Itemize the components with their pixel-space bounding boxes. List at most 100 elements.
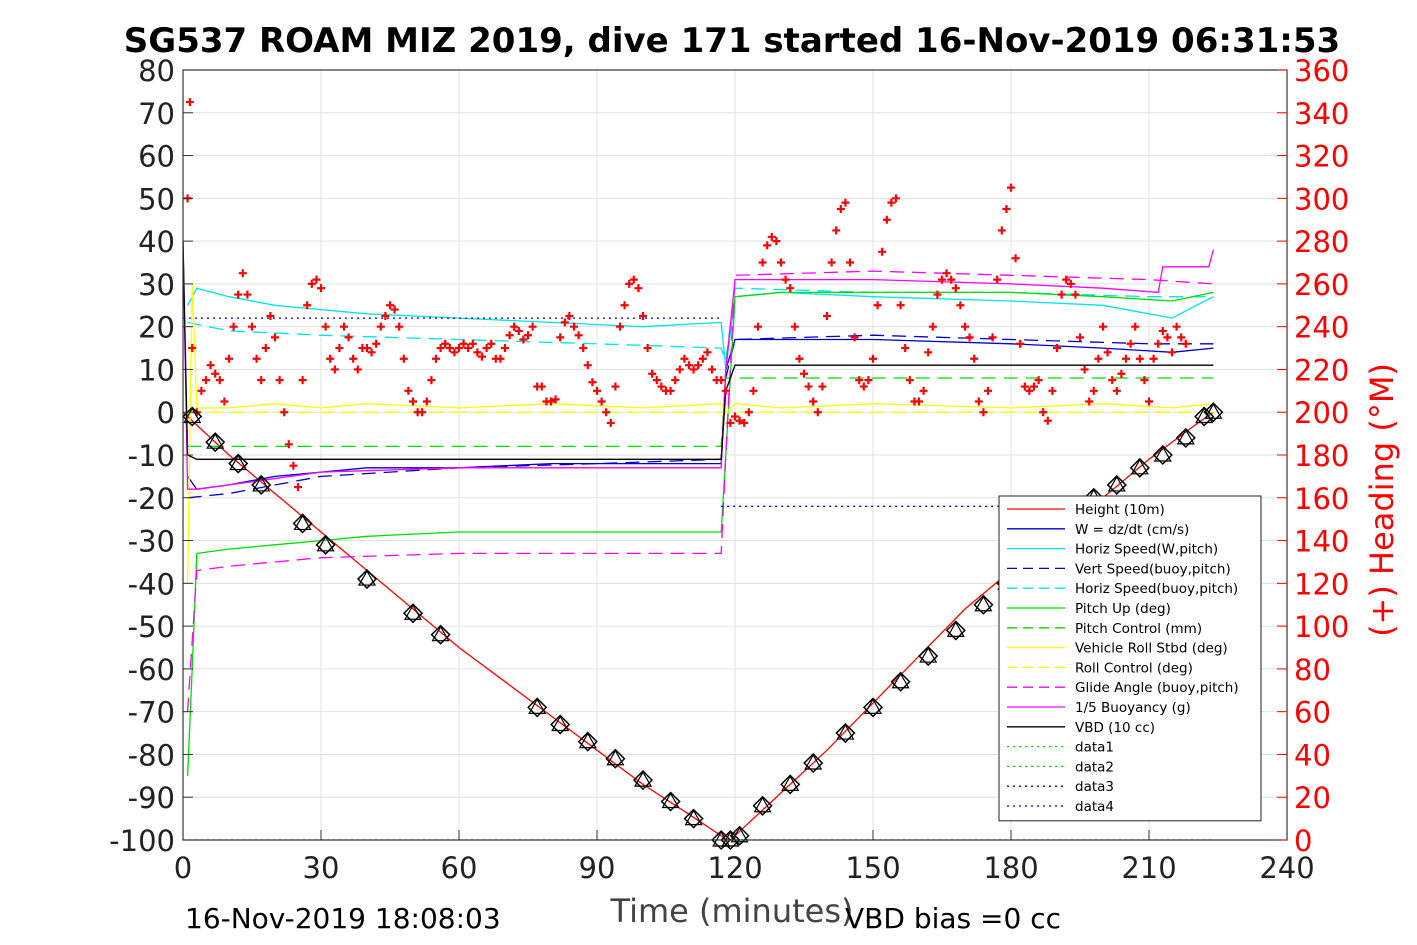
legend-label: Vert Speed(buoy,pitch) xyxy=(1075,561,1231,577)
heading-marker xyxy=(790,322,799,331)
pressure-marker xyxy=(228,453,249,474)
heading-marker xyxy=(473,348,482,357)
series-line-1 xyxy=(187,338,1214,490)
left-tick-label: -100 xyxy=(109,824,175,858)
heading-marker xyxy=(772,237,781,246)
heading-marker xyxy=(749,386,758,395)
heading-marker xyxy=(947,275,956,284)
bottom-tick-label: 210 xyxy=(1121,851,1176,885)
legend-label: Horiz Speed(buoy,pitch) xyxy=(1075,581,1238,597)
heading-marker xyxy=(418,408,427,417)
axes xyxy=(182,69,1288,841)
bottom-tick-label: 0 xyxy=(174,851,192,885)
legend-label: Pitch Up (deg) xyxy=(1075,601,1171,617)
heading-marker xyxy=(892,194,900,203)
heading-marker xyxy=(344,333,353,342)
heading-marker xyxy=(942,269,951,278)
heading-marker xyxy=(225,354,233,363)
heading-marker xyxy=(496,354,505,363)
pressure-marker xyxy=(430,624,451,645)
heading-marker xyxy=(1163,333,1172,342)
heading-marker xyxy=(441,339,450,348)
right-tick-labels: 3603403203002802602402202001801601401201… xyxy=(1294,54,1349,858)
heading-marker xyxy=(823,311,831,320)
legend-label: 1/5 Buoyancy (g) xyxy=(1075,700,1191,716)
pressure-marker xyxy=(890,671,911,692)
heading-marker xyxy=(606,418,615,427)
heading-marker xyxy=(275,376,284,385)
heading-marker xyxy=(680,354,689,363)
heading-marker xyxy=(1025,386,1034,395)
heading-marker xyxy=(395,322,404,331)
heading-marker xyxy=(340,322,348,331)
heading-marker xyxy=(289,461,298,470)
heading-marker xyxy=(271,333,279,342)
legend-label: Pitch Control (mm) xyxy=(1075,621,1202,637)
left-tick-label: 70 xyxy=(138,97,175,131)
pressure-marker xyxy=(356,568,378,590)
heading-marker xyxy=(1034,376,1043,385)
heading-marker xyxy=(620,301,629,310)
heading-marker xyxy=(211,369,220,378)
pressure-marker xyxy=(918,645,939,667)
heading-marker xyxy=(731,412,739,421)
heading-marker xyxy=(1158,326,1167,335)
pressure-marker xyxy=(945,620,966,641)
heading-marker xyxy=(924,348,933,357)
heading-marker xyxy=(597,397,606,406)
heading-marker xyxy=(280,408,289,417)
heading-marker xyxy=(1108,376,1117,385)
right-tick-label: 140 xyxy=(1294,525,1349,559)
heading-marker xyxy=(1094,354,1103,363)
pressure-marker xyxy=(1106,474,1127,496)
heading-marker xyxy=(266,311,275,320)
heading-marker xyxy=(450,348,459,357)
heading-marker xyxy=(643,344,652,353)
legend-label: Horiz Speed(W,pitch) xyxy=(1075,542,1218,558)
heading-marker xyxy=(1177,333,1186,342)
series-line-9 xyxy=(186,270,1214,712)
heading-marker xyxy=(326,354,335,363)
pressure-marker xyxy=(632,770,654,791)
bottom-tick-label: 60 xyxy=(441,851,478,885)
heading-markers xyxy=(183,98,1190,492)
right-tick-label: 80 xyxy=(1294,653,1331,687)
heading-marker xyxy=(855,376,864,385)
legend-label: Glide Angle (buoy,pitch) xyxy=(1075,680,1239,696)
left-tick-labels: 80 70 60 50 40 30 20 10 0 -10 -20 -30 -40 -50 -60 -70 -8… xyxy=(109,54,175,858)
heading-marker xyxy=(514,326,523,335)
pressure-markers xyxy=(182,402,1224,851)
pressure-marker xyxy=(835,722,856,744)
heading-marker xyxy=(694,361,703,370)
heading-marker xyxy=(915,397,923,406)
heading-marker xyxy=(938,275,946,284)
heading-marker xyxy=(1030,382,1038,391)
heading-marker xyxy=(1154,339,1163,348)
heading-marker xyxy=(445,344,454,353)
heading-marker xyxy=(510,322,519,331)
heading-marker xyxy=(307,279,316,288)
heading-marker xyxy=(468,339,477,348)
heading-marker xyxy=(652,376,661,385)
heading-marker xyxy=(625,279,634,288)
right-tick-label: 20 xyxy=(1294,781,1331,815)
legend-label: data3 xyxy=(1075,779,1114,795)
heading-marker xyxy=(956,301,965,310)
heading-marker xyxy=(1135,354,1144,363)
left-tick-label: 10 xyxy=(138,353,175,387)
pressure-marker xyxy=(803,752,824,774)
heading-marker xyxy=(869,354,877,363)
heading-marker xyxy=(399,354,408,363)
left-tick-label: -70 xyxy=(128,696,175,730)
pressure-marker xyxy=(1129,457,1150,478)
heading-marker xyxy=(740,418,749,427)
right-tick-label: 200 xyxy=(1294,396,1349,430)
heading-marker xyxy=(970,354,979,363)
heading-marker xyxy=(501,344,509,353)
heading-marker xyxy=(809,397,818,406)
heading-marker xyxy=(1145,397,1153,406)
left-tick-label: 0 xyxy=(157,396,175,430)
right-tick-label: 240 xyxy=(1294,311,1349,345)
heading-marker xyxy=(487,339,496,348)
heading-marker xyxy=(261,344,270,353)
